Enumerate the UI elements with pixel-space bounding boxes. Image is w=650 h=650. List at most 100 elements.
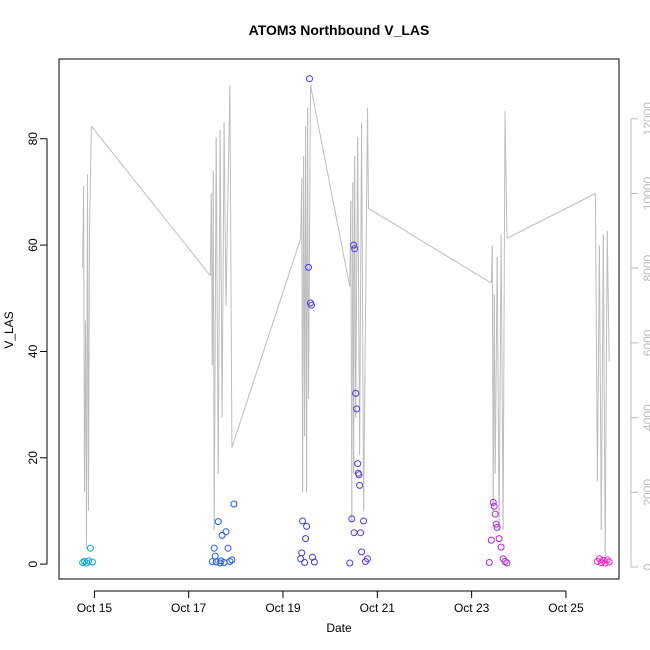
line-segment (225, 85, 231, 306)
line-segment (355, 137, 359, 418)
data-point (214, 518, 222, 526)
data-point (348, 515, 356, 523)
data-point (595, 555, 603, 563)
data-point (228, 556, 236, 564)
y2-tick-label: 8000 (641, 255, 650, 282)
data-point (226, 558, 234, 565)
line-segment (606, 230, 610, 362)
data-point (491, 510, 499, 518)
data-point (309, 553, 316, 561)
line-segment (361, 122, 365, 512)
line-segment (359, 122, 363, 456)
plot-frame (58, 58, 620, 580)
data-point (597, 559, 605, 566)
line-segment (602, 234, 606, 556)
data-point (355, 471, 363, 479)
line-segment (231, 238, 302, 448)
line-segment (308, 85, 311, 399)
line-segment (604, 230, 608, 556)
data-point (354, 460, 362, 468)
line-segment (494, 256, 498, 474)
x-tick-label: Oct 25 (548, 601, 584, 615)
data-point (222, 528, 230, 536)
line-segment (219, 129, 223, 418)
line-segment (367, 107, 369, 209)
y-axis-label: V_LAS (2, 311, 16, 348)
line-segment (215, 137, 219, 474)
line-segment (91, 125, 211, 277)
data-point (487, 536, 495, 544)
data-point (88, 558, 96, 566)
data-point (218, 531, 226, 539)
line-segment (504, 111, 508, 239)
data-point (310, 558, 318, 566)
y2-tick-label: 6000 (641, 329, 650, 356)
data-point (210, 544, 218, 552)
x-axis-label: Date (326, 621, 352, 635)
line-segment (368, 207, 492, 284)
line-segment (596, 245, 600, 482)
data-point (495, 535, 503, 543)
y-tick-label: 80 (26, 132, 40, 146)
data-point (489, 498, 497, 506)
data-point (211, 552, 219, 560)
data-point (301, 559, 309, 566)
line-segment (217, 129, 221, 474)
data-point (208, 558, 216, 565)
y2-tick-label: 12000 (641, 102, 650, 136)
data-point (603, 556, 611, 564)
data-point (299, 517, 307, 525)
axes-layer: Oct 15 Oct 17 Oct 19 Oct 21 Oct 23 Oct 25 0 20 4… (26, 102, 650, 615)
line-segment (88, 230, 90, 512)
line-segment (600, 234, 604, 530)
line-segment (594, 193, 598, 482)
y-tick-label: 0 (26, 560, 40, 567)
y2-tick-label: 0 (641, 563, 650, 570)
data-point (485, 559, 493, 566)
x-tick-label: Oct 17 (171, 601, 207, 615)
data-point (81, 558, 88, 565)
data-point (346, 559, 354, 567)
points-layer (79, 75, 613, 567)
y-tick-label: 20 (26, 451, 40, 465)
y2-tick-label: 2000 (641, 479, 650, 506)
line-segment (598, 245, 602, 530)
data-point (224, 544, 232, 552)
data-point (358, 548, 366, 556)
data-point (302, 535, 310, 543)
data-point (351, 245, 359, 253)
line-segment (496, 256, 500, 530)
data-point (360, 517, 368, 525)
data-point (217, 557, 225, 565)
line-segment (310, 85, 351, 287)
y2-tick-label: 4000 (641, 404, 650, 431)
line-segment (502, 111, 506, 530)
data-point (501, 558, 509, 565)
y-tick-label: 60 (26, 238, 40, 252)
data-point (85, 557, 92, 565)
chart-title: ATOM3 Northbound V_LAS (249, 22, 430, 38)
line-segment (506, 193, 596, 239)
data-point (605, 558, 613, 566)
line-segment (357, 137, 361, 456)
line-segment (500, 234, 504, 530)
data-point (350, 241, 358, 249)
data-point (230, 500, 238, 508)
data-point (503, 559, 511, 567)
x-tick-label: Oct 15 (77, 601, 113, 615)
data-point (353, 405, 361, 413)
secondary-line-layer (82, 85, 610, 556)
data-point (352, 389, 360, 397)
x-tick-label: Oct 19 (265, 601, 301, 615)
data-point (305, 263, 312, 271)
y2-tick-label: 10000 (641, 176, 650, 210)
line-segment (223, 122, 227, 306)
data-point (497, 543, 505, 551)
line-segment (221, 122, 225, 418)
line-segment (89, 126, 92, 231)
data-point (306, 75, 313, 83)
y-tick-label: 40 (26, 344, 40, 358)
data-point (298, 549, 306, 557)
data-point (356, 481, 364, 489)
